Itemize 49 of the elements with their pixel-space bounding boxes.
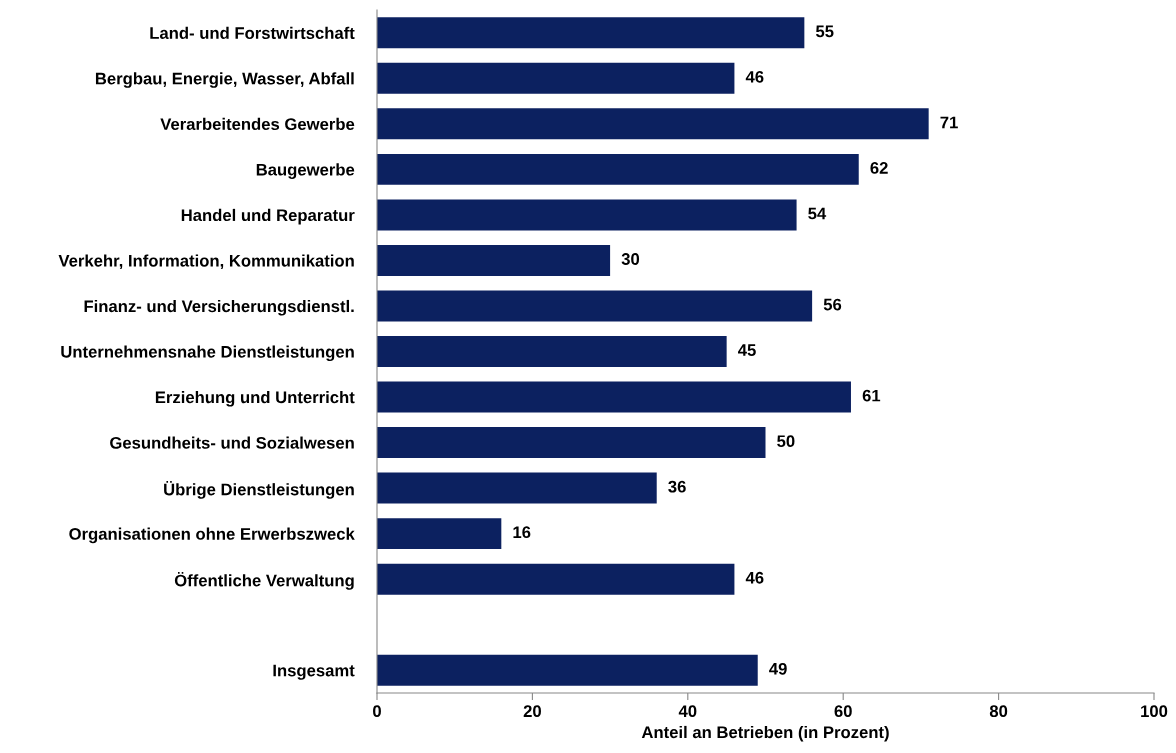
data-label: 30 <box>621 253 640 265</box>
y-tick-label: Insgesamt <box>273 664 355 680</box>
x-tick-label: 0 <box>373 705 381 718</box>
y-tick-label: Unternehmensnahe Dienstleistungen <box>61 345 354 362</box>
y-tick-label: Übrige Dienstleistungen <box>164 480 354 499</box>
data-label: 49 <box>769 662 787 675</box>
y-tick-label: Handel und Reparatur <box>181 208 355 225</box>
bar <box>377 290 813 322</box>
data-label: 62 <box>870 162 888 174</box>
x-tick-label: 80 <box>989 705 1008 718</box>
bar <box>377 244 611 276</box>
y-tick-label: Organisationen ohne Erwerbszweck <box>69 527 355 544</box>
x-axis-title: Anteil an Betrieben (in Prozent) <box>641 725 889 742</box>
bar <box>377 153 859 185</box>
bar <box>377 472 657 504</box>
data-label: 46 <box>745 70 764 83</box>
y-tick-label: Finanz- und Versicherungsdienstl. <box>84 299 354 316</box>
x-tick-label: 40 <box>678 705 697 718</box>
bar <box>377 108 929 140</box>
bar <box>377 518 502 550</box>
bar <box>377 381 851 413</box>
data-label: 46 <box>745 571 764 584</box>
data-label: 61 <box>862 389 881 402</box>
data-label: 54 <box>808 207 827 220</box>
y-tick-label: Öffentliche Verwaltung <box>174 572 354 590</box>
data-label: 36 <box>668 480 686 493</box>
bar <box>377 199 797 231</box>
y-tick-label: Gesundheits- und Sozialwesen <box>110 436 354 449</box>
bar <box>377 62 735 94</box>
bar <box>377 17 805 49</box>
bar <box>377 336 727 367</box>
x-tick-label: 60 <box>834 705 852 718</box>
x-tick-label: 100 <box>1141 705 1168 718</box>
data-label: 50 <box>777 435 795 448</box>
y-tick-label: Land- und Forstwirtschaft <box>150 26 355 39</box>
data-label: 45 <box>738 344 756 356</box>
data-label: 71 <box>940 116 958 129</box>
y-tick-label: Erziehung und Unterricht <box>155 390 355 407</box>
bar <box>377 563 735 595</box>
data-label: 16 <box>513 526 531 539</box>
data-label: 56 <box>823 298 842 311</box>
y-tick-label: Bergbau, Energie, Wasser, Abfall <box>95 72 354 88</box>
y-tick-label: Verkehr, Information, Kommunikation <box>58 254 354 270</box>
y-tick-label: Verarbeitendes Gewerbe <box>160 117 355 131</box>
bar <box>377 654 758 686</box>
y-tick-label: Baugewerbe <box>256 163 355 179</box>
data-label: 55 <box>815 25 834 38</box>
bar <box>377 427 766 459</box>
x-tick-label: 20 <box>523 705 541 718</box>
